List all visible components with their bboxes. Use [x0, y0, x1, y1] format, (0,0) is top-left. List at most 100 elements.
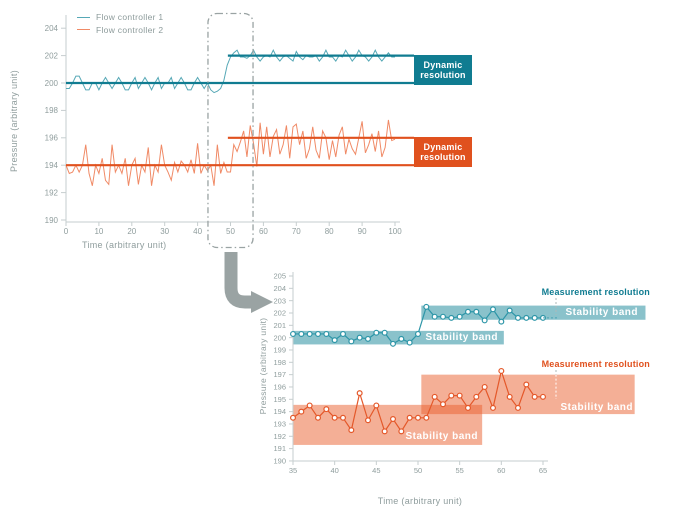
data-point-marker	[523, 381, 530, 388]
data-point-marker	[464, 404, 471, 411]
data-point-marker	[456, 313, 463, 320]
data-point-marker	[290, 414, 297, 421]
top-y-tick-label: 192	[45, 188, 59, 197]
legend-swatch-teal	[77, 16, 90, 18]
legend-item-flow-controller-2: Flow controller 2	[77, 25, 163, 35]
data-point-marker	[531, 314, 538, 321]
bottom-y-tick-label: 204	[273, 284, 286, 293]
stability-band-label-teal-1: Stability band	[425, 332, 498, 343]
top-y-tick-label: 196	[45, 134, 59, 143]
data-point-marker	[506, 393, 513, 400]
top-x-tick-label: 50	[226, 227, 235, 236]
bottom-y-tick-label: 192	[273, 432, 286, 441]
data-point-marker	[356, 334, 363, 341]
top-x-tick-label: 80	[325, 227, 334, 236]
data-point-marker	[356, 390, 363, 397]
data-point-marker	[523, 314, 530, 321]
data-point-marker	[398, 335, 405, 342]
bottom-y-tick-label: 203	[273, 296, 286, 305]
data-point-marker	[439, 401, 446, 408]
bottom-chart-axes	[292, 272, 548, 462]
top-y-tick-label: 198	[45, 106, 59, 115]
data-point-marker	[323, 330, 330, 337]
bottom-x-tick-label: 50	[414, 466, 422, 475]
data-point-marker	[339, 414, 346, 421]
top-x-tick-label: 20	[127, 227, 136, 236]
top-chart-y-axis-label: Pressure (arbitrary unit)	[9, 69, 19, 173]
data-point-marker	[373, 329, 380, 336]
data-point-marker	[431, 393, 438, 400]
data-point-marker	[348, 338, 355, 345]
bottom-y-tick-label: 199	[273, 346, 286, 355]
data-point-marker	[431, 313, 438, 320]
top-chart-x-axis-label: Time (arbitrary unit)	[82, 240, 167, 250]
data-point-marker	[381, 329, 388, 336]
bottom-x-tick-label: 40	[330, 466, 338, 475]
bottom-y-tick-label: 205	[273, 272, 286, 281]
data-point-marker	[406, 339, 413, 346]
measurement-resolution-label-teal: Measurement resolution	[541, 287, 650, 297]
data-point-marker	[448, 314, 455, 321]
data-point-marker	[314, 330, 321, 337]
data-point-marker	[381, 428, 388, 435]
data-point-marker	[331, 414, 338, 421]
highlight-region-outline	[207, 12, 254, 249]
data-point-marker	[514, 404, 521, 411]
data-point-marker	[298, 330, 305, 337]
dynamic-resolution-box-controller-1: Dynamic resolution	[414, 55, 472, 85]
data-point-marker	[406, 414, 413, 421]
data-point-marker	[531, 393, 538, 400]
data-point-marker	[339, 330, 346, 337]
data-point-marker	[298, 408, 305, 415]
stability-band	[421, 374, 635, 415]
bottom-y-tick-label: 201	[273, 321, 286, 330]
data-point-marker	[398, 428, 405, 435]
data-point-marker	[290, 330, 297, 337]
top-x-tick-label: 0	[64, 227, 69, 236]
data-point-marker	[539, 314, 546, 321]
bottom-y-tick-label: 195	[273, 395, 286, 404]
stability-band-label-teal-2: Stability band	[565, 307, 638, 318]
bottom-y-tick-label: 197	[273, 370, 286, 379]
bottom-y-tick-label: 190	[273, 457, 286, 466]
bottom-chart-y-axis-label: Pressure (arbitrary unit)	[258, 317, 268, 415]
top-x-tick-label: 30	[160, 227, 169, 236]
bottom-y-tick-label: 196	[273, 383, 286, 392]
data-point-marker	[373, 402, 380, 409]
dynamic-resolution-box-controller-2: Dynamic resolution	[414, 137, 472, 167]
top-y-tick-label: 204	[45, 24, 59, 33]
stability-band-label-orange-1: Stability band	[405, 431, 478, 442]
data-point-marker	[439, 313, 446, 320]
data-point-marker	[539, 393, 546, 400]
data-point-marker	[414, 330, 421, 337]
data-point-marker	[423, 414, 430, 421]
data-point-marker	[423, 303, 430, 310]
zoom-arrow-head	[251, 291, 273, 313]
data-point-marker	[331, 337, 338, 344]
data-point-marker	[489, 306, 496, 313]
data-point-marker	[498, 318, 505, 325]
top-x-tick-label: 60	[259, 227, 268, 236]
data-point-marker	[481, 383, 488, 390]
data-point-marker	[348, 427, 355, 434]
data-point-marker	[323, 406, 330, 413]
dynamic-resolution-label: Dynamic resolution	[420, 141, 466, 163]
legend-label: Flow controller 1	[96, 12, 164, 22]
data-point-marker	[464, 308, 471, 315]
top-y-tick-label: 202	[45, 51, 59, 60]
top-x-tick-label: 100	[388, 227, 402, 236]
data-point-marker	[473, 393, 480, 400]
data-point-marker	[389, 340, 396, 347]
top-y-tick-label: 200	[45, 79, 59, 88]
legend-swatch-orange	[77, 29, 90, 30]
bottom-y-tick-label: 193	[273, 420, 286, 429]
legend-item-flow-controller-1: Flow controller 1	[77, 12, 163, 22]
top-y-tick-label: 194	[45, 161, 59, 170]
bottom-chart-x-axis-label: Time (arbitrary unit)	[377, 496, 463, 506]
top-chart-axes	[65, 15, 400, 223]
bottom-y-tick-label: 200	[273, 333, 286, 342]
zoom-arrow-shaft	[224, 252, 251, 309]
data-point-marker	[514, 314, 521, 321]
